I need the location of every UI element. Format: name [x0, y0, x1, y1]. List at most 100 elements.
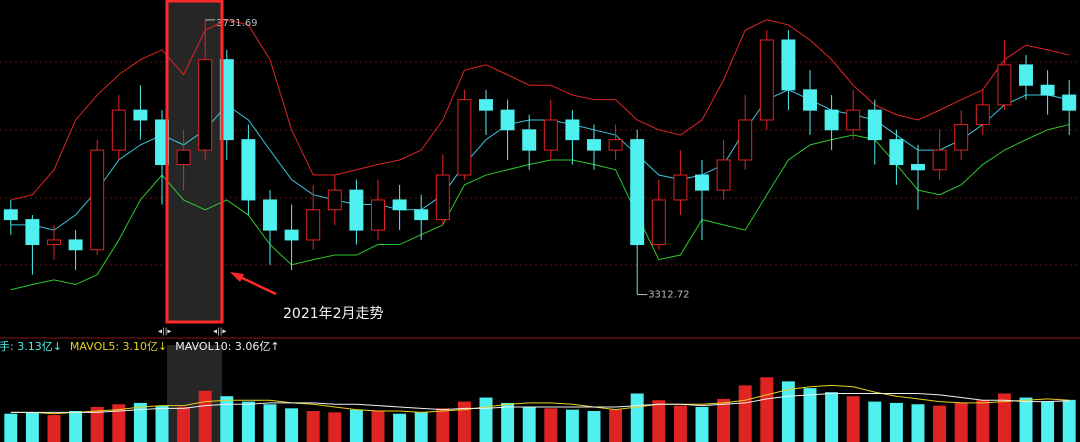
- volume-bar: [630, 393, 644, 442]
- volume-bar: [112, 404, 126, 442]
- volume-highlight-fill: [167, 345, 222, 442]
- highlight-box: [165, 0, 224, 324]
- legend: 总手: 3.13亿↓ MAVOL5: 3.10亿↓ MAVOL10: 3.06亿↑: [0, 339, 280, 353]
- candle-body: [954, 124, 969, 151]
- plot: 3731.69 3312.72: [3, 18, 1077, 442]
- candle-body: [695, 174, 709, 191]
- volume-bar: [220, 396, 234, 442]
- volume-bar: [25, 412, 39, 442]
- candle-body: [738, 119, 753, 161]
- volume-bar: [587, 411, 601, 442]
- volume-bar: [976, 400, 990, 442]
- arrow-head: [230, 272, 244, 282]
- candle-body: [565, 119, 580, 141]
- volume-bar: [911, 404, 925, 442]
- range-icon: ◂||▸: [213, 327, 226, 336]
- candle-body: [781, 39, 796, 91]
- candle-body: [997, 64, 1012, 106]
- volume-bar: [889, 402, 903, 442]
- legend-entry: MAVOL5: 3.10亿↓: [70, 340, 167, 353]
- candle-body: [371, 199, 385, 231]
- candle-body: [68, 239, 83, 251]
- candle-body: [392, 199, 407, 211]
- volume-bar: [997, 393, 1011, 442]
- candle-body: [241, 139, 256, 201]
- volume-bar: [47, 415, 61, 442]
- volume-bar: [803, 388, 817, 442]
- candle-body: [975, 104, 990, 126]
- candle-body: [133, 109, 148, 121]
- candle-body: [263, 199, 277, 231]
- volume-bar: [155, 405, 169, 442]
- volume-bar: [522, 406, 536, 442]
- candle-body: [414, 209, 429, 221]
- candle-body: [522, 129, 537, 151]
- volume-bar: [609, 409, 623, 442]
- candle-body: [1062, 94, 1077, 111]
- volume-bar: [241, 401, 255, 442]
- candle-body: [543, 119, 558, 151]
- candle-body: [500, 109, 515, 131]
- max-label: 3731.69: [216, 18, 257, 29]
- volume-bar: [954, 402, 968, 442]
- candle-body: [889, 139, 904, 166]
- min-label: 3312.72: [648, 290, 689, 301]
- candle-body: [25, 219, 40, 246]
- candle-body: [587, 139, 601, 151]
- volume-bar: [933, 405, 947, 442]
- volume-bar: [738, 385, 752, 442]
- annotation: 2021年2月走势: [283, 306, 384, 322]
- candle-body: [630, 139, 645, 246]
- legend-entry: MAVOL10: 3.06亿↑: [175, 340, 279, 353]
- candle-body: [111, 109, 126, 151]
- candle-body: [457, 99, 472, 176]
- volume-bar: [69, 411, 83, 442]
- volume-bar: [198, 390, 212, 442]
- arrow-line: [237, 274, 277, 296]
- candle-body: [176, 149, 191, 166]
- volume-ma-line: [10, 393, 1070, 413]
- candle-body: [435, 174, 450, 221]
- candle-body: [219, 59, 234, 141]
- candle-body: [284, 229, 299, 241]
- volume-bar: [846, 396, 860, 442]
- candle-body: [673, 174, 688, 201]
- volume-bar: [306, 411, 320, 442]
- range-icon: ◂||▸: [158, 327, 171, 336]
- volume-bar: [565, 409, 579, 442]
- candle-body: [759, 39, 774, 121]
- candle-body: [651, 199, 666, 246]
- volume-bar: [868, 401, 882, 442]
- volume-bar: [328, 412, 342, 442]
- candle-body: [932, 149, 947, 171]
- candle-body: [3, 209, 18, 221]
- volume-bar: [371, 411, 385, 442]
- range-icons: ◂||▸ ◂||▸: [158, 327, 226, 336]
- candle-body: [803, 89, 817, 111]
- candle-body: [349, 189, 364, 231]
- volume-bar: [825, 392, 839, 442]
- volume-bar: [263, 404, 277, 442]
- volume-bar: [760, 377, 774, 442]
- candle-body: [846, 109, 861, 131]
- volume-bar: [90, 406, 104, 442]
- volume-bar: [1041, 401, 1055, 442]
- volume-bar: [349, 409, 363, 442]
- highlight-fill: [167, 0, 222, 322]
- candle-body: [1019, 64, 1033, 86]
- volume-bar: [393, 413, 407, 442]
- candle-body: [716, 159, 731, 191]
- legend-entry: 总手: 3.13亿↓: [0, 339, 62, 353]
- volume-bar: [501, 402, 515, 442]
- band-line: [10, 89, 1070, 231]
- candle-body: [867, 109, 882, 141]
- candle-body: [47, 239, 61, 246]
- volume-bar: [285, 408, 299, 442]
- volume-bar: [717, 398, 731, 442]
- candle-body: [1040, 84, 1055, 96]
- volume-bar: [414, 412, 428, 442]
- candle-body: [608, 139, 623, 151]
- volume-bar: [1062, 399, 1076, 442]
